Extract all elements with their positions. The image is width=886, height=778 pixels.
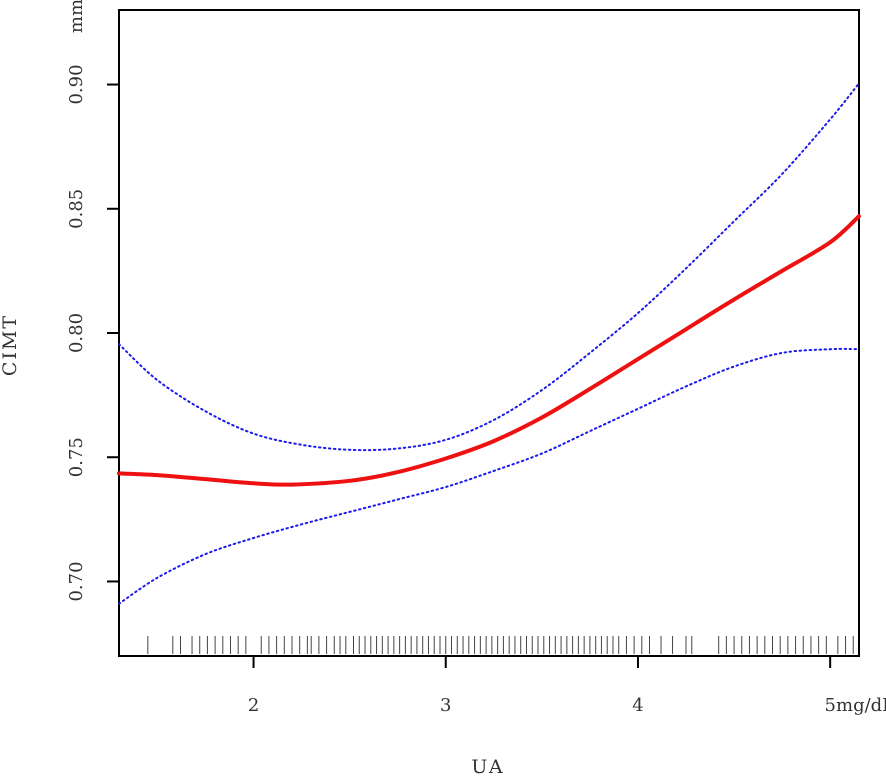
y-axis: 0.70 0.75 0.80 0.85 0.90 bbox=[66, 64, 119, 602]
x-tick-label: 2 bbox=[248, 695, 259, 716]
fit-line bbox=[117, 214, 861, 487]
x-tick-label: 4 bbox=[632, 695, 643, 716]
series-lines bbox=[117, 82, 861, 605]
x-axis: 2 3 4 5 bbox=[248, 656, 836, 716]
x-tick-label: 5 bbox=[824, 695, 835, 716]
y-axis-title: CIMT bbox=[0, 314, 21, 376]
x-unit-label: mg/dL bbox=[836, 695, 886, 716]
y-tick-label: 0.75 bbox=[66, 437, 87, 477]
y-tick-label: 0.70 bbox=[66, 561, 87, 601]
lower-ci-line bbox=[118, 347, 860, 605]
y-tick-label: 0.85 bbox=[66, 189, 87, 229]
x-axis-title: UA bbox=[471, 756, 504, 778]
y-tick-label: 0.80 bbox=[66, 313, 87, 353]
x-tick-label: 3 bbox=[440, 695, 451, 716]
y-tick-label: 0.90 bbox=[66, 64, 87, 104]
plot-frame bbox=[118, 9, 860, 657]
rug-marks bbox=[147, 636, 854, 654]
y-unit-label: mm bbox=[66, 0, 87, 33]
upper-ci-line bbox=[118, 82, 860, 452]
